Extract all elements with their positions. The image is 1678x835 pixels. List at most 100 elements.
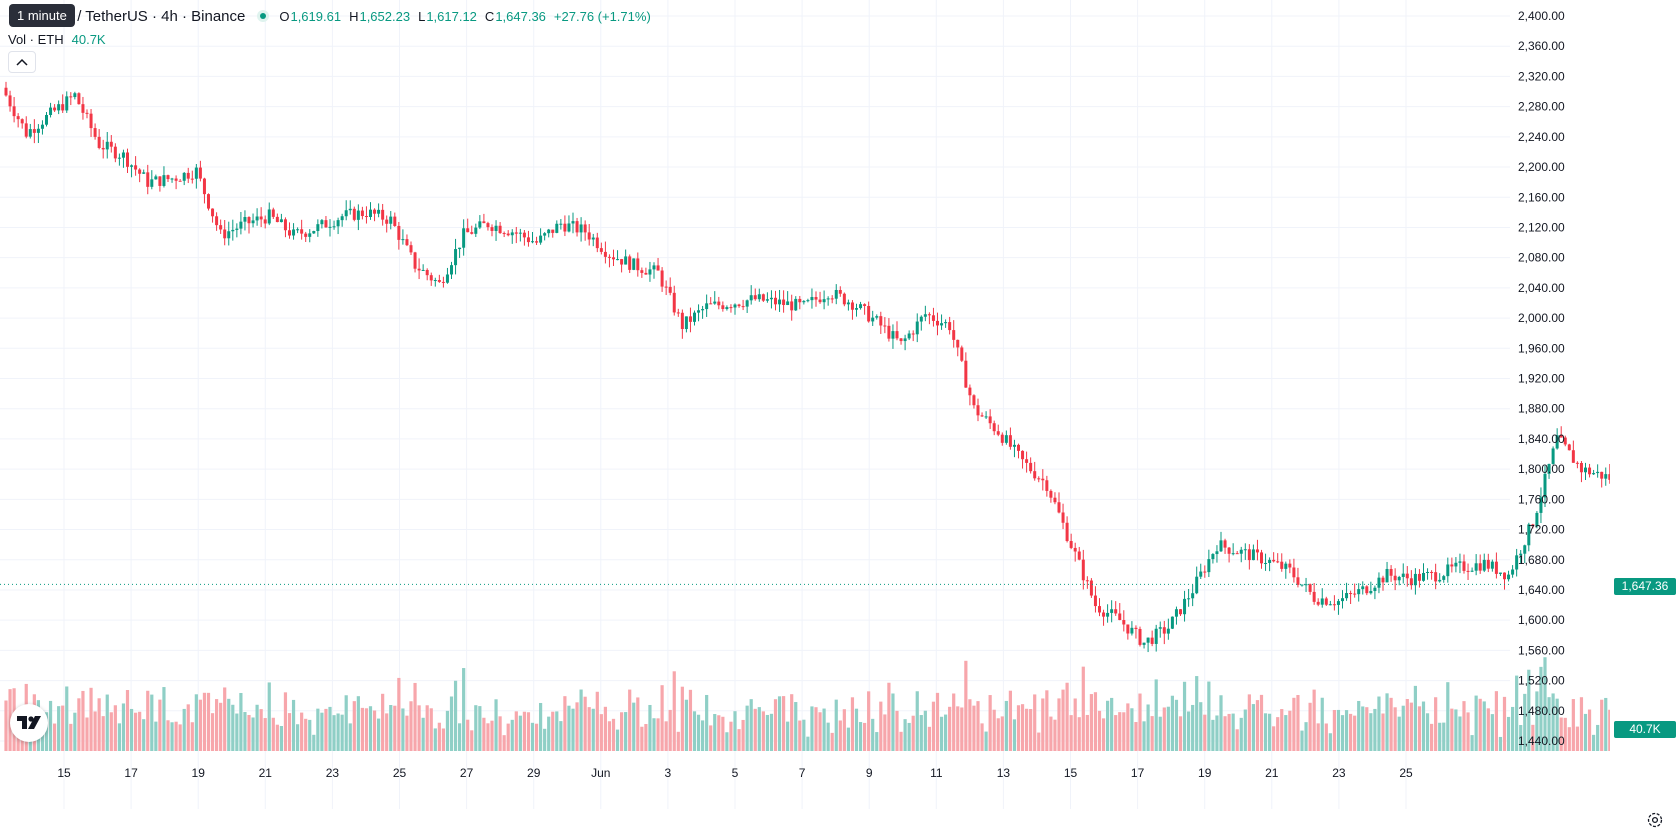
candle-body xyxy=(551,229,555,233)
candle-body xyxy=(1251,549,1255,561)
candle-body xyxy=(93,128,97,137)
price-tick-label: 1,920.00 xyxy=(1518,372,1565,386)
candle-body xyxy=(907,333,911,339)
gear-icon[interactable] xyxy=(1646,811,1664,829)
volume-bar xyxy=(53,723,57,751)
volume-bar xyxy=(794,702,798,751)
volume-bar xyxy=(109,712,113,751)
candle-body xyxy=(81,104,85,113)
candle-body xyxy=(636,258,640,271)
volume-bar xyxy=(944,714,948,751)
time-tick-label: 19 xyxy=(1198,766,1212,780)
candle-body xyxy=(688,316,692,322)
price-axis[interactable]: 2,400.00 2,360.00 2,320.00 2,280.00 2,240.00… xyxy=(1510,0,1678,809)
candle-body xyxy=(1247,549,1251,561)
volume-bar xyxy=(725,732,729,751)
candle-body xyxy=(1284,563,1288,569)
candle-body xyxy=(1276,561,1280,563)
volume-bar xyxy=(935,692,940,751)
candle-body xyxy=(599,248,603,252)
candle-body xyxy=(198,167,202,179)
volume-bar xyxy=(316,708,320,751)
candle-body xyxy=(279,219,283,223)
volume-bar xyxy=(1138,693,1142,751)
candle-body xyxy=(470,232,474,234)
volume-bar xyxy=(352,701,356,751)
volume-bar xyxy=(1462,701,1466,751)
volume-label[interactable]: Vol · ETH xyxy=(8,32,64,47)
market-status-icon[interactable] xyxy=(257,10,270,22)
candle-series xyxy=(4,81,1610,653)
candle-body xyxy=(462,228,466,248)
candle-body xyxy=(1466,570,1470,572)
candle-body xyxy=(871,317,875,322)
volume-bar xyxy=(154,721,158,751)
volume-bar xyxy=(48,700,53,751)
candle-body xyxy=(514,232,518,234)
price-tick-label: 1,760.00 xyxy=(1518,492,1565,506)
chart-canvas[interactable] xyxy=(0,0,1610,809)
volume-bar xyxy=(1332,709,1336,751)
volume-bar xyxy=(555,711,559,751)
volume-bar xyxy=(810,706,814,751)
volume-bar xyxy=(1178,716,1183,751)
chart-area[interactable] xyxy=(0,0,1610,809)
volume-bar xyxy=(895,710,899,751)
candle-body xyxy=(1215,551,1219,555)
volume-bar xyxy=(830,732,834,751)
volume-bar xyxy=(1191,704,1195,751)
candle-body xyxy=(652,265,656,270)
volume-bar xyxy=(364,708,369,751)
time-tick-label: 15 xyxy=(57,766,71,780)
volume-bar xyxy=(1519,725,1523,751)
volume-bar xyxy=(1182,681,1187,751)
price-tick-label: 2,000.00 xyxy=(1518,311,1565,325)
time-tick-label: 25 xyxy=(393,766,407,780)
candle-body xyxy=(846,302,850,305)
candle-body xyxy=(952,330,956,340)
volume-bar xyxy=(73,712,77,751)
candle-body xyxy=(1320,598,1324,605)
tradingview-logo-icon[interactable] xyxy=(10,704,48,742)
volume-bar xyxy=(474,705,478,751)
price-tick-label: 2,200.00 xyxy=(1518,160,1565,174)
volume-bar xyxy=(595,691,599,751)
candle-body xyxy=(53,107,57,111)
volume-bar xyxy=(648,704,652,751)
candle-body xyxy=(1102,612,1106,617)
time-tick-label: 13 xyxy=(997,766,1011,780)
volume-bar xyxy=(1393,707,1397,751)
volume-bar xyxy=(271,717,275,751)
candle-body xyxy=(117,157,121,159)
candle-body xyxy=(1486,559,1490,569)
candle-body xyxy=(745,300,749,307)
volume-bar xyxy=(875,732,879,751)
volume-bar xyxy=(1430,723,1434,751)
volume-bar xyxy=(1243,709,1247,751)
candle-body xyxy=(1596,471,1600,474)
candle-body xyxy=(1571,450,1575,463)
candle-body xyxy=(1365,586,1369,594)
candle-body xyxy=(328,226,332,228)
volume-bar xyxy=(1085,714,1089,751)
volume-bar xyxy=(291,699,296,751)
candle-body xyxy=(1170,616,1174,629)
candle-body xyxy=(794,298,798,311)
candle-body xyxy=(32,129,36,133)
volume-bar xyxy=(1154,679,1158,751)
volume-bar xyxy=(1450,708,1454,751)
volume-bar xyxy=(599,714,603,751)
candle-body xyxy=(510,232,514,236)
collapse-legend-button[interactable] xyxy=(8,51,36,73)
volume-bar xyxy=(1073,698,1077,751)
candle-body xyxy=(1179,609,1182,615)
volume-bar xyxy=(672,671,676,751)
symbol-legend: Ethereum / TetherUS · 4h · Binance O1,61… xyxy=(8,6,651,26)
time-axis[interactable]: 15 17 19 21 23 25 27 29 Jun 3 5 7 9 11 13 15 17 19 21 23 25 xyxy=(0,757,1678,787)
candle-body xyxy=(433,280,437,282)
candle-body xyxy=(701,309,705,311)
candle-body xyxy=(1369,591,1373,594)
candle-body xyxy=(283,219,287,231)
volume-bar xyxy=(1268,713,1272,751)
candle-body xyxy=(899,338,903,342)
